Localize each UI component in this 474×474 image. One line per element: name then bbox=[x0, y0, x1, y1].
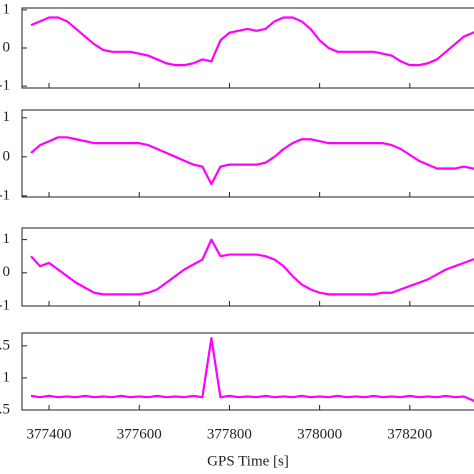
axes-box bbox=[21, 227, 474, 307]
x-axis-label: GPS Time [s] bbox=[207, 453, 289, 469]
y-tick-label: 0.5 bbox=[0, 401, 10, 417]
y-tick-label: 0 bbox=[3, 148, 11, 164]
axes-box bbox=[21, 332, 474, 411]
y-tick-label: 1 bbox=[3, 369, 11, 385]
data-line bbox=[30, 238, 474, 296]
y-tick-label: 0 bbox=[3, 39, 11, 55]
y-tick-label: 1 bbox=[3, 1, 11, 17]
y-tick-label: -1 bbox=[0, 78, 10, 94]
data-line bbox=[30, 337, 474, 403]
data-line bbox=[30, 16, 474, 67]
x-tick-label: 378000 bbox=[297, 426, 342, 442]
y-tick-label: 1 bbox=[3, 231, 11, 247]
y-tick-label: 0 bbox=[3, 264, 11, 280]
y-tick-label: 1 bbox=[3, 109, 11, 125]
axes-box bbox=[21, 109, 474, 198]
x-tick-label: 377600 bbox=[117, 426, 162, 442]
x-tick-label: 378200 bbox=[387, 426, 432, 442]
y-tick-label: -1 bbox=[0, 297, 10, 313]
x-tick-label: 377400 bbox=[27, 426, 72, 442]
axes-box bbox=[21, 7, 474, 89]
x-tick-label: 377800 bbox=[207, 426, 252, 442]
y-tick-label: 1.5 bbox=[0, 337, 10, 353]
data-line bbox=[30, 136, 474, 186]
y-tick-label: -1 bbox=[0, 187, 10, 203]
